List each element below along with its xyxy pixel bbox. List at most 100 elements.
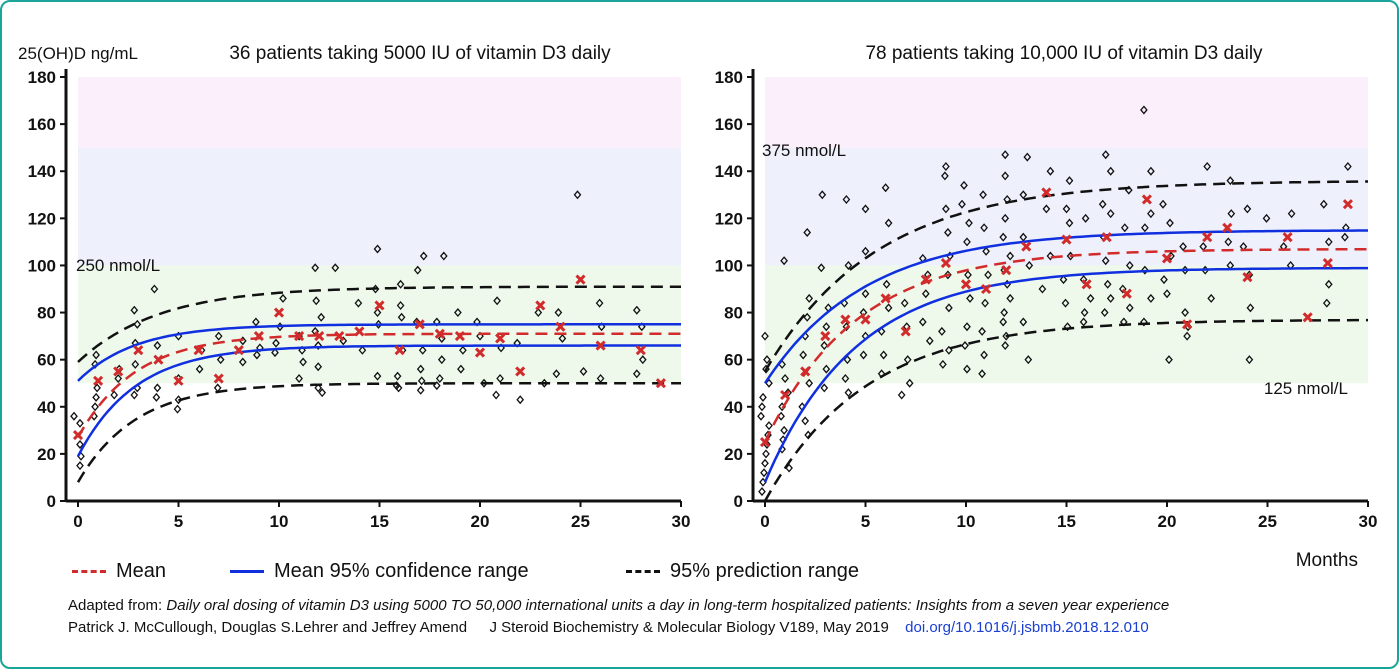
left-observation-point [92, 350, 100, 360]
right-observation-point [861, 246, 870, 256]
left-y-tick-label: 120 [28, 209, 56, 228]
left-mean-marker [414, 319, 425, 330]
right-y-tick-label: 120 [715, 209, 743, 228]
right-mean-marker [1021, 241, 1032, 252]
left-observation-point [92, 392, 100, 402]
left-mean-marker [575, 274, 586, 285]
right-observation-point [963, 364, 971, 374]
doi-link[interactable]: doi.org/10.1016/j.jsbmb.2018.12.010 [905, 619, 1149, 636]
left-observation-point [312, 296, 321, 306]
left-mean-marker [213, 373, 224, 384]
right-x-tick-label: 30 [1359, 512, 1378, 531]
left-y-tick-label: 100 [28, 256, 56, 275]
left-mean-marker [595, 340, 606, 351]
left-observation-point [195, 364, 204, 374]
right-observation-point [805, 293, 814, 303]
right-observation-point [879, 350, 888, 360]
left-observation-point [76, 418, 84, 428]
left-observation-point [416, 364, 425, 374]
right-observation-point [1038, 284, 1047, 294]
right-observation-point [820, 383, 829, 393]
left-observation-point [317, 312, 326, 322]
right-band-2 [765, 77, 1368, 148]
right-observation-point [1140, 317, 1148, 327]
right-y-tick-label: 140 [715, 162, 743, 181]
ci-swatch [230, 569, 264, 573]
right-curve-ci-lower [763, 266, 1368, 483]
right-mean-marker [1141, 194, 1152, 205]
right-observation-point [984, 270, 992, 280]
right-observation-point [979, 190, 987, 200]
left-mean-marker [655, 378, 666, 389]
left-y-tick-label: 40 [37, 398, 56, 417]
left-observation-point [396, 279, 405, 289]
left-observation-point [632, 305, 641, 315]
right-observation-point [1118, 284, 1127, 294]
right-observation-point [1065, 218, 1074, 228]
right-observation-point [1344, 162, 1352, 172]
right-band-1 [765, 147, 1368, 266]
left-observation-point [76, 461, 84, 471]
right-observation-point [844, 260, 853, 270]
right-y-tick-label: 60 [724, 351, 743, 370]
right-observation-point [859, 350, 868, 360]
caption-prefix: Adapted from: [68, 597, 167, 614]
right-observation-point [1207, 293, 1216, 303]
left-mean-marker [434, 328, 445, 339]
right-mean-marker [1101, 232, 1112, 243]
left-observation-point [214, 331, 223, 341]
left-observation-point [457, 364, 465, 374]
right-mean-marker [1242, 272, 1253, 283]
right-observation-point [1046, 251, 1055, 261]
right-y-tick-label: 20 [724, 445, 743, 464]
chart-panel-right: 0 20 40 60 80 100 120 140 160 180 0 5 10 15 20 25 30 375 … [715, 68, 1378, 531]
right-mean-marker [860, 314, 871, 325]
right-observation-point [780, 425, 788, 435]
right-observation-point [900, 298, 909, 308]
right-observation-point [1001, 150, 1010, 160]
right-observation-point [1166, 218, 1174, 228]
charts-canvas: 25(OH)D ng/mL 36 patients taking 5000 IU… [18, 43, 1378, 571]
left-observation-point [354, 298, 363, 308]
left-mean-marker [474, 347, 486, 358]
right-observation-point [1322, 298, 1331, 308]
right-observation-point [1025, 260, 1034, 270]
chart-title-right: 78 patients taking 10,000 IU of vitamin … [865, 43, 1263, 64]
right-observation-point [1098, 199, 1107, 209]
left-y-tick-label: 160 [28, 115, 56, 134]
left-mean-marker [354, 326, 365, 337]
right-mean-marker [759, 437, 771, 448]
left-observation-point [573, 190, 582, 200]
chart-title-left: 36 patients taking 5000 IU of vitamin D3… [229, 43, 611, 64]
left-observation-point [252, 317, 260, 327]
left-y-tick-label: 180 [28, 68, 56, 87]
caption-line-2: Patrick J. McCullough, Douglas S.Lehrer … [68, 619, 1149, 636]
right-mean-marker [880, 293, 891, 304]
left-observation-point [393, 371, 402, 381]
left-observation-point [299, 357, 307, 367]
left-mean-marker [454, 331, 465, 342]
right-y-tick-label: 40 [724, 398, 743, 417]
right-observation-point [1101, 150, 1110, 160]
right-observation-point [982, 246, 990, 256]
right-observation-point [980, 350, 988, 360]
left-observation-point [374, 319, 383, 329]
right-observation-point [1141, 265, 1149, 275]
right-observation-point [1000, 308, 1009, 318]
left-annotation-0: 250 nmol/L [76, 256, 160, 275]
left-observation-point [396, 300, 405, 310]
right-observation-point [897, 390, 906, 400]
left-mean-marker [635, 345, 646, 356]
left-y-tick-label: 20 [37, 445, 56, 464]
right-observation-point [1023, 152, 1032, 162]
right-observation-point [960, 180, 968, 190]
right-mean-marker [1121, 288, 1132, 299]
left-observation-point [534, 308, 543, 318]
left-observation-point [311, 263, 320, 273]
right-observation-point [1006, 293, 1015, 303]
left-mean-marker [253, 331, 264, 342]
left-mean-marker [334, 331, 345, 342]
right-observation-point [1147, 209, 1155, 219]
right-observation-point [1226, 176, 1235, 186]
